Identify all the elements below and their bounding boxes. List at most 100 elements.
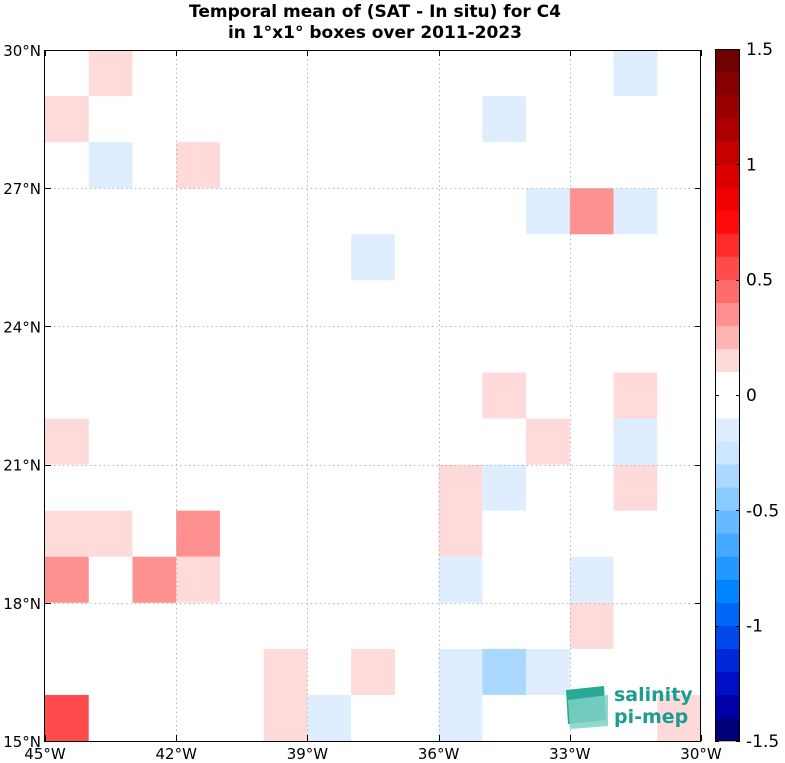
heatmap-cell [88,50,133,97]
heatmap-cell [438,464,483,511]
y-tick-label: 24°N [3,318,41,336]
logo-wave [568,695,608,729]
colorbar-segment [715,348,740,373]
y-tick-label: 27°N [3,180,41,198]
y-tick-label: 30°N [3,42,41,60]
heatmap-cell [438,556,483,603]
y-tick-label: 15°N [3,733,41,751]
heatmap-cell [569,602,614,649]
heatmap-cell [176,510,220,557]
heatmap-cell [613,418,658,465]
colorbar-tick-label: -0.5 [746,501,779,521]
colorbar-segment [715,233,740,257]
heatmap-cell [569,556,614,603]
heatmap-cell [657,694,701,741]
heatmap-cell [613,188,658,235]
gridlines [45,50,701,741]
y-tick-label: 18°N [3,595,41,613]
heatmap-cell [482,372,527,419]
heatmap-cell [613,372,658,419]
colorbar-segment [715,72,740,96]
colorbar-segment [715,441,740,465]
heatmap-cell [351,648,395,695]
heatmap-cell [351,234,395,281]
title-line-1: Temporal mean of (SAT - In situ) for C4 [189,2,561,22]
colorbar: 1.5 1 0.5 0 -0.5 -1 -1.5 [715,40,779,752]
x-tick-label: 33°W [549,745,591,763]
heatmap-cell [482,96,527,143]
heatmap-cell [438,694,483,741]
colorbar-segment [715,49,740,73]
colorbar-segment [715,602,740,626]
colorbar-segment [715,371,740,396]
colorbar-segment [715,95,740,119]
x-tick-label: 39°W [287,745,329,763]
heatmap-cell [45,694,89,741]
heatmap-cells [45,50,701,741]
colorbar-segment [715,464,740,488]
colorbar-segment [715,187,740,211]
colorbar-segment [715,487,740,511]
colorbar-tick-label: 0 [746,386,757,406]
heatmap-cell [132,556,177,603]
heatmap-cell [307,694,352,741]
heatmap-cell [45,510,89,557]
colorbar-segment [715,118,740,142]
colorbar-tick-label: -1.5 [746,732,779,752]
heatmap-cell [438,648,483,695]
colorbar-segment [715,325,740,350]
colorbar-segment [715,671,740,696]
colorbar-segment [715,279,740,304]
plot-frame [44,50,701,742]
heatmap-cell [263,694,308,741]
colorbar-segment [715,418,740,442]
colorbar-tick-label: 1 [746,155,757,175]
title-line-2: in 1°x1° boxes over 2011-2023 [228,23,522,43]
colorbar-segment [715,625,740,650]
heatmap-cell [526,648,570,695]
heatmap-cell [176,556,220,603]
axis-ticks: 45°W 42°W 39°W 36°W 33°W 30°W 15°N 18°N 21°N 24°N… [3,42,722,763]
colorbar-segment [715,210,740,234]
colorbar-segment [715,579,740,603]
heatmap-cell [45,556,89,603]
colorbar-segment [715,395,740,419]
colorbar-segment [715,256,740,280]
salinity-pi-mep-logo: salinity pi-mep [566,684,693,729]
colorbar-segment [715,302,740,327]
x-tick-label: 42°W [155,745,197,763]
colorbar-tick-label: -1 [746,617,763,637]
colorbar-segment [715,717,740,742]
colorbar-segment [715,556,740,580]
logo-line-1: salinity [614,684,693,706]
heatmap-cell [482,464,527,511]
heatmap-cell [45,96,89,143]
colorbar-segment [715,164,740,188]
heatmap-cell [613,464,658,511]
y-tick-label: 21°N [3,457,41,475]
heatmap-cell [45,418,89,465]
heatmap-cell [263,648,308,695]
colorbar-tick-label: 0.5 [746,271,773,291]
colorbar-tick-label: 1.5 [746,40,773,60]
x-tick-label: 45°W [24,745,66,763]
heatmap-cell [526,418,570,465]
heatmap-cell [88,510,133,557]
heatmap-cell [176,142,220,189]
colorbar-segment [715,510,740,534]
x-tick-label: 30°W [680,745,722,763]
colorbar-segment [715,694,740,719]
chart-title: Temporal mean of (SAT - In situ) for C4 … [189,2,561,43]
heatmap-cell [482,648,527,695]
heatmap-cell [613,50,658,97]
colorbar-segment [715,533,740,557]
heatmap-cell [526,188,570,235]
logo-line-2: pi-mep [614,706,688,728]
x-tick-label: 36°W [418,745,460,763]
heatmap-cell [88,142,133,189]
colorbar-segment [715,648,740,673]
colorbar-segment [715,141,740,165]
heatmap-cell [438,510,483,557]
heatmap-cell [569,188,614,235]
